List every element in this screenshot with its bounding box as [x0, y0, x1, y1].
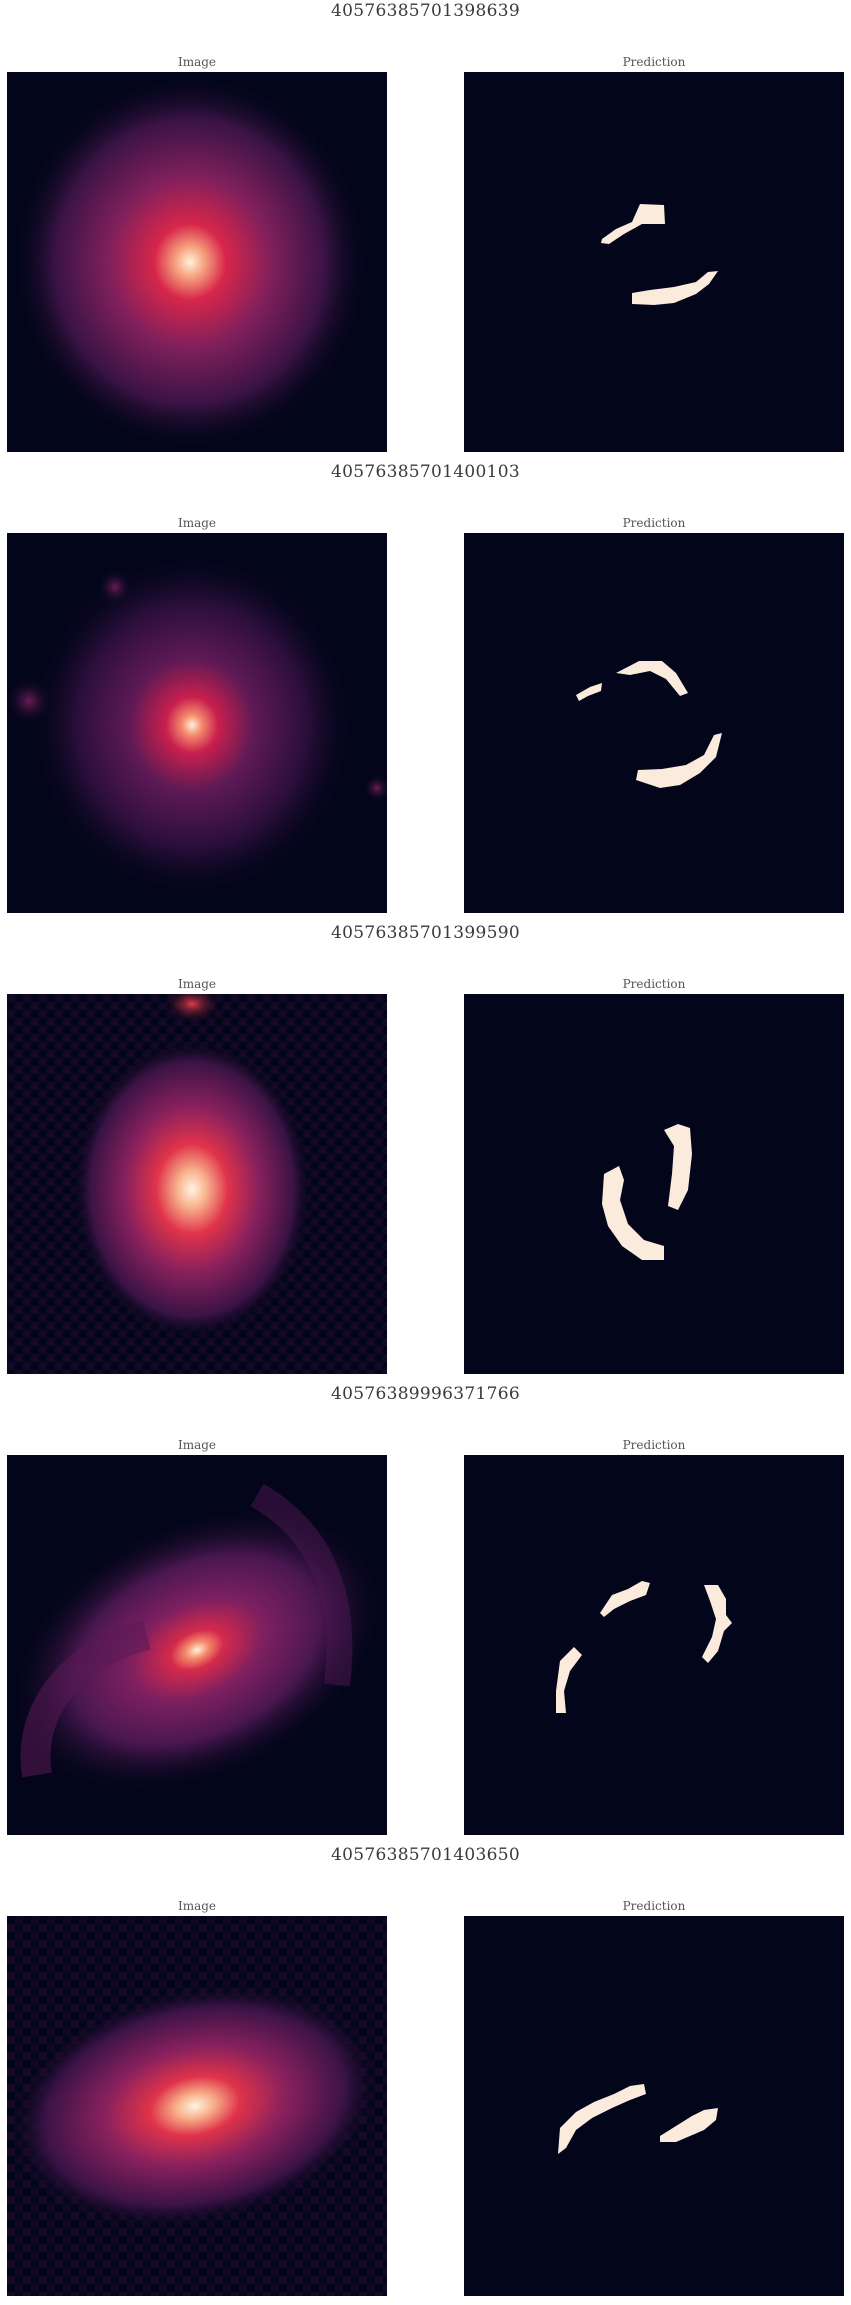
row-title: 40576385701400103 — [331, 462, 520, 482]
image-panel-title: Image — [177, 55, 217, 69]
prediction-mask — [464, 72, 844, 452]
row-1: 40576385701398639 Image Prediction — [0, 0, 851, 461]
galaxy-image — [7, 1455, 387, 1835]
image-panel-title: Image — [177, 1899, 217, 1913]
prediction-panel-title: Prediction — [622, 516, 686, 530]
prediction-panel-title: Prediction — [622, 977, 686, 991]
prediction-mask — [464, 1455, 844, 1835]
image-panel-title: Image — [177, 516, 217, 530]
row-2: 40576385701400103 Image Prediction — [0, 461, 851, 922]
row-title: 40576385701399590 — [331, 923, 520, 943]
image-panel-title: Image — [177, 1438, 217, 1452]
prediction-mask — [464, 1916, 844, 2296]
galaxy-image — [7, 994, 387, 1374]
row-title: 40576385701398639 — [331, 1, 520, 21]
row-3: 40576385701399590 Image Prediction — [0, 922, 851, 1383]
row-4: 40576389996371766 Image Prediction — [0, 1383, 851, 1844]
prediction-panel-title: Prediction — [622, 1899, 686, 1913]
row-title: 40576385701403650 — [331, 1845, 520, 1865]
row-title: 40576389996371766 — [331, 1384, 520, 1404]
galaxy-image — [7, 533, 387, 913]
prediction-panel-title: Prediction — [622, 1438, 686, 1452]
prediction-mask — [464, 994, 844, 1374]
galaxy-image — [7, 1916, 387, 2296]
image-panel-title: Image — [177, 977, 217, 991]
galaxy-image — [7, 72, 387, 452]
row-5: 40576385701403650 Image Prediction — [0, 1844, 851, 2305]
prediction-panel-title: Prediction — [622, 55, 686, 69]
prediction-mask — [464, 533, 844, 913]
